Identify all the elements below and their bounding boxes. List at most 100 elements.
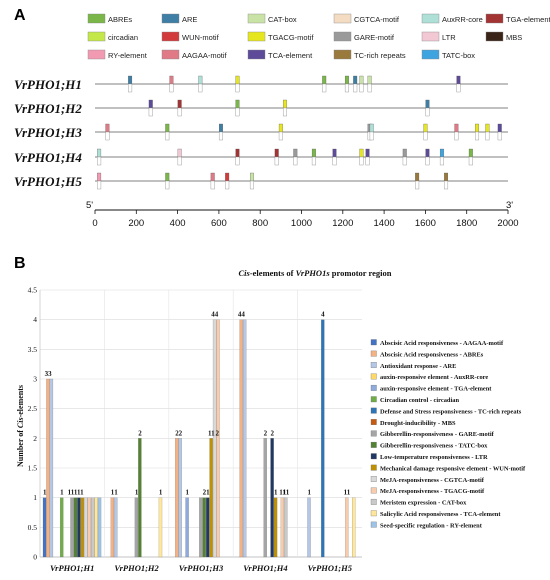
bar [158,497,163,558]
motif-marker [365,148,370,158]
motif-marker [322,75,327,85]
bar [134,497,139,558]
motif-marker-outline [278,131,283,141]
motif-marker [235,148,240,158]
legend-swatch [370,487,377,494]
bar [209,438,213,558]
legend-swatch [370,396,377,403]
motif-marker [105,123,110,133]
legend-label: Antioxidant response - ARE [380,363,456,370]
legend-label: auxin-responsive element - AuxRR-core [380,374,488,381]
motif-marker-outline [439,156,444,166]
bar [206,497,210,558]
motif-marker-outline [344,83,349,93]
bar [94,497,98,558]
motif-marker-outline [359,83,364,93]
data-label: 44 [238,311,246,319]
motif-marker [165,172,170,182]
motif-marker [235,75,240,85]
motif-marker-outline [454,131,459,141]
motif-marker-outline [169,83,174,93]
legend-swatch [370,419,377,425]
legend-label: Drought-inducibility - MBS [380,420,456,427]
motif-marker [353,75,358,85]
motif-marker [97,148,102,158]
motif-marker-outline [282,107,287,117]
data-label: 1 [159,489,163,497]
motif-marker [225,172,230,182]
scale-tick-label: 600 [211,218,227,229]
motif-marker [177,148,182,158]
scale-tick-label: 1200 [332,218,353,229]
chart-title: Cis-elements of VrPHO1s promotor region [238,268,391,278]
y-tick-label: 0.5 [28,523,38,532]
scale-tick-label: 400 [170,218,186,229]
scale-five-prime-label: 5' [86,200,93,211]
motif-marker [165,123,170,133]
motif-marker-outline [165,180,170,190]
motif-marker-outline [97,180,102,190]
y-tick-label: 1.5 [28,464,38,473]
panel-b-letter: B [14,255,26,272]
motif-swatch [161,13,180,24]
scale-tick-label: 0 [92,218,97,229]
bar [212,319,217,558]
scale-tick-label: 1600 [415,218,436,229]
y-tick-label: 0 [33,553,37,562]
motif-swatch [421,31,440,42]
motif-marker-outline [497,131,502,141]
motif-legend: ABREs ARE CAT-box CGTCA-motif AuxRR-core TGA-… [87,13,550,60]
data-label: 11 [344,489,351,497]
motif-label: TGACG-motif [268,33,314,42]
motif-marker-outline [322,83,327,93]
bar [270,438,274,558]
bar [216,319,220,558]
y-tick-label: 2.5 [28,404,38,413]
motif-marker [444,172,448,182]
motif-marker [456,75,461,85]
data-label: 2 [216,429,220,437]
motif-marker [283,99,287,109]
legend-swatch [370,453,377,460]
bar [175,438,179,558]
legend-label: Low-temperature responsiveness - LTR [380,454,488,461]
data-label: 11 [283,489,290,497]
motif-marker-outline [369,131,374,141]
y-tick-label: 1 [33,493,37,502]
motif-label: MBS [506,33,522,42]
motif-label: RY-element [108,51,148,60]
motif-marker-outline [311,156,316,166]
motif-marker [219,123,223,133]
legend-label: Salicylic Acid responsiveness - TCA-elem… [380,511,501,518]
motif-marker-outline [249,180,254,190]
legend-swatch [370,430,377,437]
motif-swatch [485,31,504,42]
motif-marker [128,75,133,85]
legend-swatch [370,521,377,528]
motif-marker [425,148,430,158]
ylabel-pre: Number of [16,428,25,467]
ylabel-post: -elements [16,385,25,417]
bar [199,497,203,558]
motif-swatch [161,49,180,60]
motif-marker-outline [332,156,337,166]
bar [352,497,356,558]
legend-swatch [370,498,377,505]
data-label: 1 [274,489,278,497]
legend-swatch [370,510,377,517]
motif-marker [402,148,407,158]
bar-chart: 0 0.5 1 1.5 2 2.5 3 3.5 4 4.5 VrPHO1;H1 VrPHO1;H2 Vr… [28,286,362,573]
y-tick-label: 3.5 [28,345,38,354]
data-label: 44 [211,311,219,319]
bar [239,319,243,558]
bar [77,497,81,558]
motif-marker-outline [235,83,240,93]
y-tick-label: 4 [33,315,37,324]
motif-marker-outline [97,156,102,166]
motif-marker [198,75,203,85]
motif-swatch [485,13,504,24]
motif-swatch [421,13,440,24]
scale-tick-label: 800 [252,218,268,229]
motif-marker-outline [177,107,182,117]
